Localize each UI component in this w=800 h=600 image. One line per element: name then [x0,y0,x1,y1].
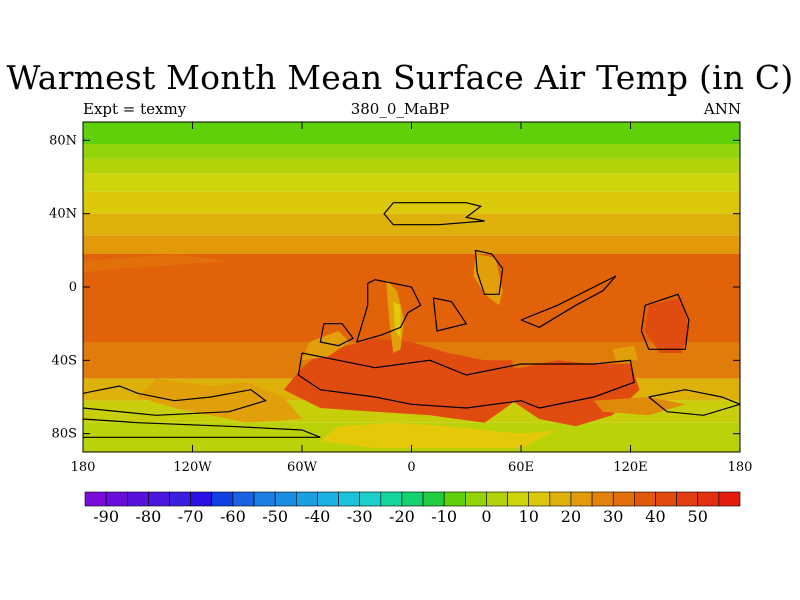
coastlines [83,202,740,438]
season-label: ANN [703,100,741,118]
colorbar-swatch [253,491,276,507]
colorbar-swatch [528,491,551,507]
colorbar-swatch [317,491,339,507]
colorbar-swatch [443,491,466,507]
colorbar-label: 30 [603,507,623,526]
experiment-label: Expt = texmy [83,100,187,118]
colorbar-swatch [655,491,677,507]
coastline [474,249,504,295]
colorbar-label: -50 [262,507,288,526]
temperature-band [83,254,740,342]
map-axes: 180 120W 60W 0 60E 120E 180 80N 40N 0 40S 80S [49,122,752,475]
colorbar-swatch [274,491,297,507]
colorbar-swatch [190,491,213,507]
colorbar-label: -40 [305,507,331,526]
coastline [520,275,617,328]
coastline [640,293,690,350]
temperature-field [83,122,740,452]
colorbar-swatch [634,491,656,507]
temperature-band [83,144,740,159]
colorbar-label: -90 [93,507,119,526]
coastline [355,279,422,343]
colorbar: -90 -80 -70 -60 -50 -40 -30 -20 -10 0 10 20 30 40 50 [84,491,741,526]
plot-title: Warmest Month Mean Surface Air Temp (in … [6,58,794,97]
x-tick-label: 60W [287,460,318,475]
colorbar-swatch [612,491,635,507]
temperature-band [83,122,740,144]
y-tick-label: 0 [69,280,77,295]
colorbar-swatch [169,491,191,507]
colorbar-swatch [338,491,360,507]
temperature-region [645,298,689,353]
colorbar-label: 20 [561,507,581,526]
age-label: 380_0_MaBP [350,100,450,118]
coastline [648,389,740,416]
colorbar-swatch [105,491,128,507]
colorbar-label: 50 [688,507,708,526]
temperature-region [302,331,350,361]
colorbar-swatch [507,491,530,507]
colorbar-label: -20 [389,507,415,526]
coastline [83,385,267,416]
temperature-region [320,422,558,449]
temperature-band [83,235,740,254]
temperature-band [83,173,740,192]
y-tick-label: 80S [52,427,77,442]
coastline [83,418,321,438]
x-tick-label: 60E [508,460,534,475]
colorbar-swatch [465,491,487,507]
colorbar-swatch [718,491,741,507]
colorbar-swatch [676,491,699,507]
colorbar-label: -30 [347,507,373,526]
temperature-region [283,338,521,423]
coastline [383,202,485,226]
temperature-band [83,158,740,174]
coastline [297,352,635,409]
colorbar-swatch [401,491,424,507]
colorbar-label: -80 [136,507,162,526]
y-tick-label: 40N [49,207,77,222]
coastline [319,323,355,347]
colorbar-swatch [549,491,572,507]
colorbar-swatch [697,491,720,507]
colorbar-swatch [211,491,234,507]
colorbar-swatch [422,491,445,507]
colorbar-label: 40 [645,507,665,526]
colorbar-swatch [591,491,614,507]
x-tick-label: 0 [407,460,415,475]
colorbar-label: 0 [481,507,491,526]
temperature-region [137,378,302,423]
colorbar-label: 10 [519,507,539,526]
x-tick-label: 120W [173,460,212,475]
colorbar-swatch [84,491,107,507]
colorbar-swatch [295,491,318,507]
y-tick-label: 40S [52,353,77,368]
colorbar-swatch [359,491,382,507]
temperature-region [473,254,503,306]
colorbar-swatch [232,491,255,507]
colorbar-label: -60 [220,507,246,526]
x-tick-label: 180 [728,460,753,475]
y-tick-label: 80N [49,133,77,148]
colorbar-swatch [148,491,170,507]
temperature-region [83,254,229,273]
x-tick-label: 180 [71,460,96,475]
coastline [432,297,468,332]
colorbar-swatch [486,491,508,507]
colorbar-label: -70 [178,507,204,526]
colorbar-label: -10 [431,507,457,526]
colorbar-swatch [126,491,149,507]
temperature-region [612,345,638,361]
temperature-region [594,397,686,416]
colorbar-swatch [570,491,593,507]
colorbar-swatch [380,491,403,507]
x-tick-label: 120E [613,460,647,475]
